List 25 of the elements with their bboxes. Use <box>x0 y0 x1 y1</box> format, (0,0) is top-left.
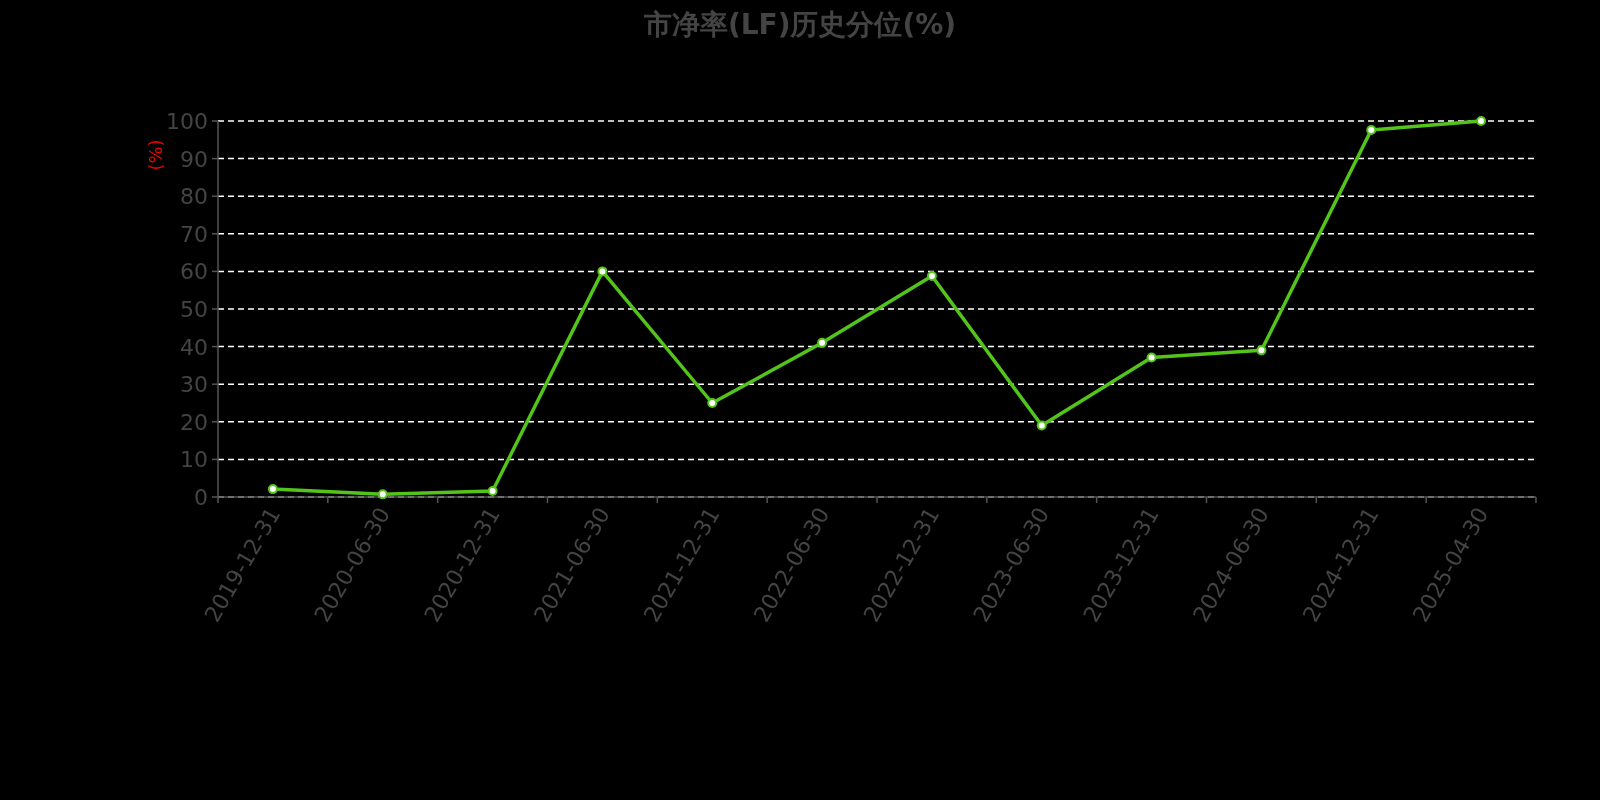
point <box>377 489 388 500</box>
chart-title: 市净率(LF)历史分位(%) <box>642 8 957 41</box>
point <box>487 485 498 496</box>
y-tick-label: 70 <box>180 221 208 247</box>
point <box>926 270 937 281</box>
point <box>1036 420 1047 431</box>
point <box>1366 125 1377 136</box>
point <box>1476 116 1487 126</box>
point <box>1146 352 1157 363</box>
y-axis-title: (%) <box>145 139 166 171</box>
y-tick-label: 20 <box>180 409 208 435</box>
point <box>817 337 828 348</box>
y-tick-label: 10 <box>180 447 208 473</box>
point <box>597 266 608 277</box>
y-tick-label: 40 <box>180 334 208 360</box>
point <box>707 398 718 408</box>
point <box>267 484 278 495</box>
y-tick-label: 30 <box>180 372 208 398</box>
y-tick-label: 60 <box>180 259 208 285</box>
point <box>1256 345 1267 356</box>
y-tick-label: 80 <box>180 184 208 210</box>
y-tick-label: 0 <box>194 485 208 510</box>
y-tick-label: 90 <box>180 146 208 172</box>
y-tick-label: 100 <box>166 109 208 134</box>
y-tick-label: 50 <box>180 297 208 322</box>
